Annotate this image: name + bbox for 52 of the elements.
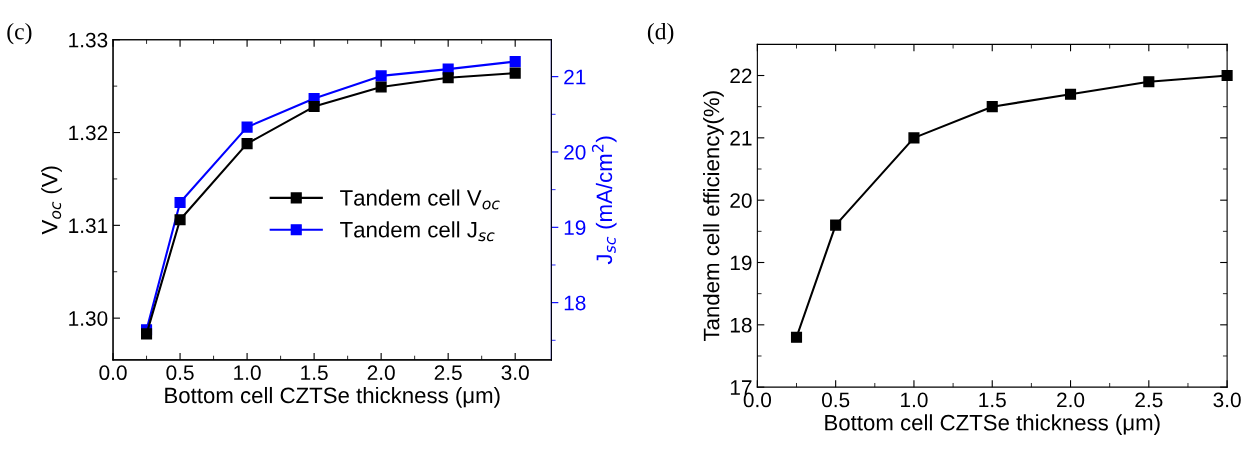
x-tick-label: 1.0 [901,392,928,408]
legend-label: Tandem cell J$_{sc}$ [340,221,495,242]
x-tick-label: 1.0 [234,365,261,381]
x-tick-label: 2.0 [367,365,395,381]
point [174,214,186,226]
y2-tick-label: 18 [564,295,586,311]
y2-tick-label: 20 [564,144,586,160]
point [140,328,153,340]
point [830,219,842,231]
y-tick-label: 1.30 [69,311,108,326]
y-axis-title: Tandem cell efficiency(%) [703,91,724,342]
x-axis-title: Bottom cell CZTSe thickness (μm) [825,414,1160,435]
point [1064,88,1077,100]
x-tick-label: 3.0 [501,365,529,381]
point [1143,76,1155,88]
y-tick-label: 22 [730,68,752,84]
y2-tick-label: 21 [564,69,586,85]
x-tick-label: 1.5 [979,392,1006,408]
legend-label: Tandem cell V$_{oc}$ [340,189,500,210]
y-tick-label: 1.32 [69,125,108,141]
point [241,138,253,150]
y2-axis-title: J$_{sc}$ (mA/cm$^{2}$) [591,136,617,265]
point [509,56,521,68]
x-tick-label: 3.0 [1213,392,1241,408]
y-tick-label: 19 [730,255,752,271]
point [174,196,186,209]
y-tick-label: 1.33 [69,32,108,48]
point [790,331,803,343]
y-tick-label: 20 [730,193,752,208]
point [375,70,387,82]
x-tick-label: 1.5 [301,365,328,381]
point [986,101,998,113]
x-tick-label: 0.5 [166,365,194,381]
y2-tick-label: 19 [564,220,586,236]
x-tick-label: 2.0 [1057,392,1085,408]
y-tick-label: 18 [730,317,752,333]
x-tick-label: 2.5 [434,365,462,381]
point [509,67,521,79]
x-tick-label: 0.5 [821,392,850,408]
point [908,132,920,144]
x-axis-title: Bottom cell CZTSe thickness (μm) [165,386,500,408]
y-tick-label: 1.31 [69,218,108,234]
x-tick-label: 2.5 [1135,392,1163,408]
y-tick-label: 21 [730,130,752,146]
y-axis-title: V$_{oc}$ (V) [41,166,62,235]
point [308,100,320,113]
text: (c) [7,22,32,45]
x-tick-label: 0.0 [99,365,127,381]
text: (d) [647,22,674,45]
point [375,81,387,93]
point [442,72,454,84]
point [241,121,253,133]
